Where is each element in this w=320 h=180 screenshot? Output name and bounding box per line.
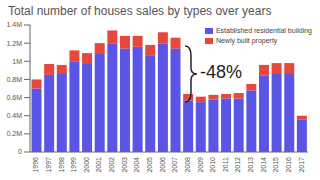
svg-text:1M: 1M (12, 58, 22, 65)
svg-text:2008: 2008 (184, 157, 191, 173)
svg-text:1998: 1998 (58, 157, 65, 173)
svg-text:2011: 2011 (222, 157, 229, 172)
svg-text:2005: 2005 (146, 157, 153, 173)
svg-text:2003: 2003 (121, 157, 128, 173)
html-text:Established residential buildi: Established residential building (215, 27, 312, 34)
svg-text:2001: 2001 (95, 157, 102, 173)
svg-text:1.4M: 1.4M (8, 21, 22, 28)
svg-text:2014: 2014 (260, 157, 267, 173)
svg-text:1.2M: 1.2M (8, 40, 22, 47)
svg-text:2012: 2012 (234, 157, 241, 173)
svg-text:2007: 2007 (171, 157, 178, 173)
html-text:-48%: -48% (200, 62, 242, 82)
svg-text:0.8M: 0.8M (8, 76, 22, 83)
html-text:Newly built property: Newly built property (215, 37, 278, 44)
svg-text:2016: 2016 (285, 157, 292, 173)
svg-text:0.2M: 0.2M (8, 130, 22, 137)
svg-text:2017: 2017 (298, 157, 305, 173)
svg-text:2013: 2013 (247, 157, 254, 173)
svg-text:2009: 2009 (197, 157, 204, 173)
svg-text:2015: 2015 (272, 157, 279, 173)
svg-text:1997: 1997 (45, 157, 52, 173)
html-text:Total number of houses sales b: Total number of houses sales by types ov… (8, 4, 272, 18)
svg-text:2000: 2000 (83, 157, 90, 173)
svg-text:2010: 2010 (209, 157, 216, 173)
svg-text:2006: 2006 (159, 157, 166, 173)
svg-text:0: 0 (18, 148, 22, 155)
svg-text:1996: 1996 (32, 157, 39, 173)
svg-text:2002: 2002 (108, 157, 115, 173)
svg-text:1999: 1999 (70, 157, 77, 173)
svg-text:0.4M: 0.4M (8, 112, 22, 119)
svg-text:2004: 2004 (133, 157, 140, 173)
svg-text:0.6M: 0.6M (8, 94, 22, 101)
